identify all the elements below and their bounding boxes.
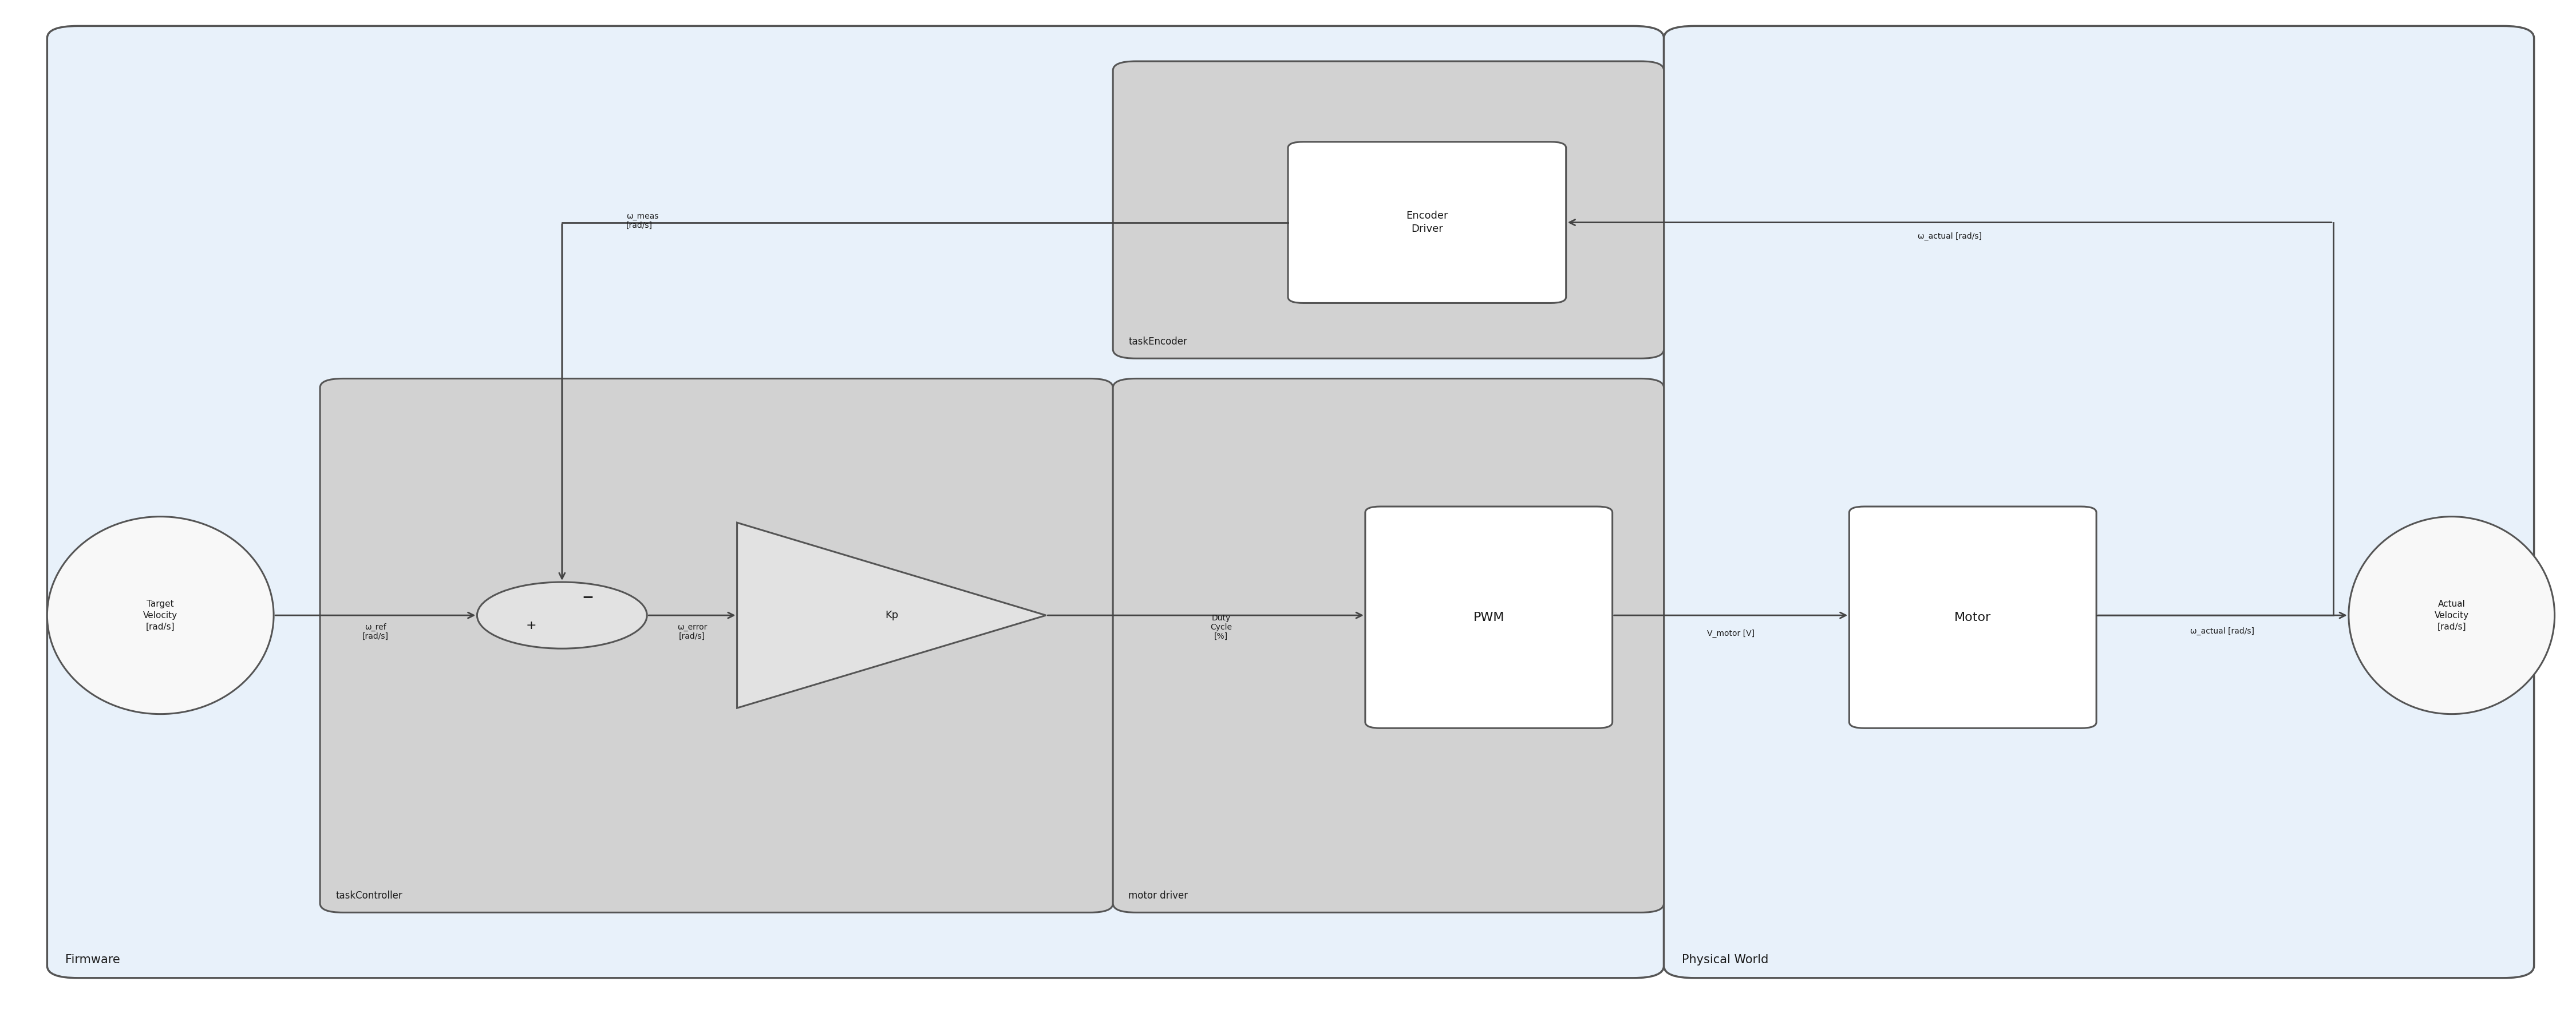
Circle shape: [477, 582, 647, 649]
Text: ω_actual [rad/s]: ω_actual [rad/s]: [1917, 232, 1981, 240]
Text: +: +: [526, 620, 536, 631]
Text: ω_meas
[rad/s]: ω_meas [rad/s]: [626, 212, 659, 230]
Text: taskController: taskController: [335, 890, 402, 901]
Ellipse shape: [46, 517, 273, 714]
Text: Kp: Kp: [886, 610, 899, 621]
Text: PWM: PWM: [1473, 611, 1504, 623]
FancyBboxPatch shape: [1850, 507, 2097, 728]
Text: ω_error
[rad/s]: ω_error [rad/s]: [677, 624, 706, 641]
Ellipse shape: [2349, 517, 2555, 714]
Text: Motor: Motor: [1955, 611, 1991, 623]
Text: Actual
Velocity
[rad/s]: Actual Velocity [rad/s]: [2434, 599, 2468, 631]
FancyBboxPatch shape: [1288, 142, 1566, 303]
Text: Duty
Cycle
[%]: Duty Cycle [%]: [1211, 613, 1231, 641]
Text: Physical World: Physical World: [1682, 954, 1770, 966]
FancyBboxPatch shape: [319, 378, 1113, 912]
FancyBboxPatch shape: [1365, 507, 1613, 728]
Text: V_motor [V]: V_motor [V]: [1708, 630, 1754, 638]
FancyBboxPatch shape: [1113, 62, 1664, 358]
Text: taskEncoder: taskEncoder: [1128, 336, 1188, 346]
Text: −: −: [582, 590, 595, 604]
Text: motor driver: motor driver: [1128, 890, 1188, 901]
Text: Firmware: Firmware: [64, 954, 121, 966]
Text: ω_actual [rad/s]: ω_actual [rad/s]: [2190, 628, 2254, 636]
Text: ω_ref
[rad/s]: ω_ref [rad/s]: [363, 624, 389, 641]
FancyBboxPatch shape: [46, 26, 1664, 978]
FancyBboxPatch shape: [1664, 26, 2535, 978]
Text: Encoder
Driver: Encoder Driver: [1406, 211, 1448, 234]
Text: Target
Velocity
[rad/s]: Target Velocity [rad/s]: [144, 599, 178, 631]
Polygon shape: [737, 523, 1046, 708]
FancyBboxPatch shape: [1113, 378, 1664, 912]
